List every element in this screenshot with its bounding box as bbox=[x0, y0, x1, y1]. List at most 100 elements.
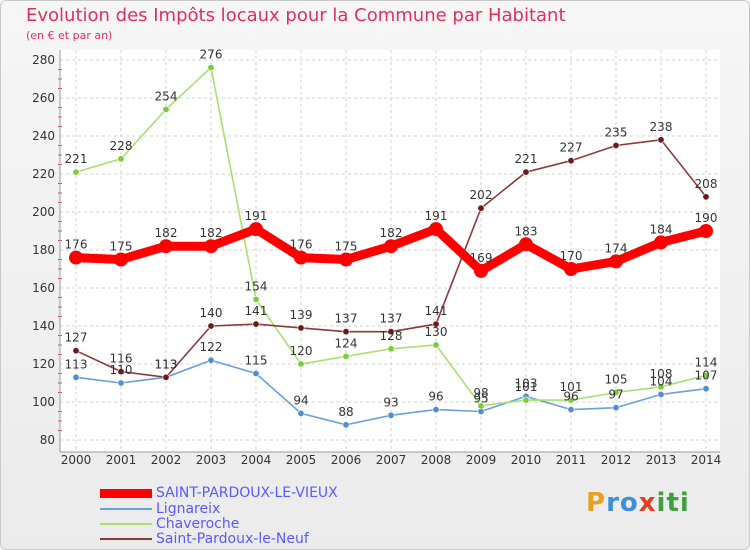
x-tick-label: 2007 bbox=[376, 453, 407, 467]
data-label-saint-pardoux-le-neuf: 113 bbox=[155, 357, 178, 371]
data-label-lignareix: 122 bbox=[200, 340, 223, 354]
data-point-saint-pardoux-le-vieux bbox=[114, 252, 128, 267]
data-label-saint-pardoux-le-neuf: 139 bbox=[290, 308, 313, 322]
legend-item-saint-pardoux-le-neuf: Saint-Pardoux-le-Neuf bbox=[100, 531, 309, 547]
data-point-saint-pardoux-le-vieux bbox=[609, 254, 623, 269]
data-label-saint-pardoux-le-vieux: 182 bbox=[380, 226, 403, 240]
data-label-chaveroche: 105 bbox=[605, 373, 628, 387]
proxiti-logo: Proxiti bbox=[586, 488, 690, 518]
data-label-chaveroche: 101 bbox=[560, 380, 583, 394]
data-point-chaveroche bbox=[207, 64, 215, 72]
data-point-lignareix bbox=[387, 411, 395, 419]
data-label-lignareix: 113 bbox=[155, 357, 178, 371]
data-label-saint-pardoux-le-neuf: 116 bbox=[110, 352, 133, 366]
logo-letter: o bbox=[619, 488, 639, 518]
data-label-saint-pardoux-le-vieux: 191 bbox=[425, 209, 448, 223]
x-tick-label: 2001 bbox=[106, 453, 137, 467]
y-tick-label: 180 bbox=[32, 243, 55, 257]
data-point-saint-pardoux-le-vieux bbox=[294, 250, 308, 265]
data-point-saint-pardoux-le-neuf bbox=[657, 136, 665, 144]
legend-label: Chaveroche bbox=[156, 516, 240, 532]
data-label-chaveroche: 228 bbox=[110, 139, 133, 153]
data-point-lignareix bbox=[297, 409, 305, 417]
data-label-chaveroche: 154 bbox=[245, 279, 268, 293]
data-point-saint-pardoux-le-vieux bbox=[69, 250, 83, 265]
data-point-saint-pardoux-le-neuf bbox=[162, 373, 170, 381]
data-label-saint-pardoux-le-neuf: 141 bbox=[425, 304, 448, 318]
data-point-saint-pardoux-le-vieux bbox=[654, 235, 668, 250]
data-point-lignareix bbox=[612, 404, 620, 412]
data-label-saint-pardoux-le-neuf: 127 bbox=[65, 331, 88, 345]
data-label-lignareix: 88 bbox=[338, 405, 353, 419]
data-label-chaveroche: 114 bbox=[695, 355, 718, 369]
data-point-saint-pardoux-le-neuf bbox=[72, 347, 80, 355]
x-tick-label: 2014 bbox=[691, 453, 722, 467]
data-point-saint-pardoux-le-neuf bbox=[702, 193, 710, 201]
legend-swatch bbox=[100, 523, 152, 525]
data-label-saint-pardoux-le-vieux: 191 bbox=[245, 209, 268, 223]
data-point-lignareix bbox=[72, 373, 80, 381]
y-tick-label: 240 bbox=[32, 129, 55, 143]
data-label-lignareix: 113 bbox=[65, 357, 88, 371]
data-point-chaveroche bbox=[342, 352, 350, 360]
data-label-saint-pardoux-le-neuf: 221 bbox=[515, 152, 538, 166]
x-tick-label: 2005 bbox=[286, 453, 317, 467]
data-label-saint-pardoux-le-neuf: 140 bbox=[200, 306, 223, 320]
data-label-saint-pardoux-le-neuf: 235 bbox=[605, 126, 628, 140]
data-point-chaveroche bbox=[387, 345, 395, 353]
chart-title: Evolution des Impôts locaux pour la Comm… bbox=[26, 5, 566, 26]
data-label-chaveroche: 124 bbox=[335, 336, 358, 350]
x-tick-label: 2000 bbox=[61, 453, 92, 467]
data-label-saint-pardoux-le-neuf: 227 bbox=[560, 141, 583, 155]
data-label-saint-pardoux-le-neuf: 202 bbox=[470, 188, 493, 202]
logo-letter: P bbox=[586, 488, 607, 518]
data-point-chaveroche bbox=[252, 295, 260, 303]
data-point-saint-pardoux-le-vieux bbox=[159, 239, 173, 254]
data-label-chaveroche: 130 bbox=[425, 325, 448, 339]
legend-label: Lignareix bbox=[156, 501, 221, 517]
data-point-saint-pardoux-le-neuf bbox=[342, 328, 350, 336]
x-tick-label: 2008 bbox=[421, 453, 452, 467]
data-point-chaveroche bbox=[522, 396, 530, 404]
y-tick-label: 260 bbox=[32, 91, 55, 105]
logo-letter: t bbox=[666, 488, 680, 518]
data-point-saint-pardoux-le-vieux bbox=[474, 263, 488, 278]
data-label-saint-pardoux-le-vieux: 174 bbox=[605, 241, 628, 255]
data-point-saint-pardoux-le-neuf bbox=[477, 204, 485, 212]
data-point-saint-pardoux-le-neuf bbox=[387, 328, 395, 336]
legend-swatch bbox=[100, 538, 152, 540]
y-tick-label: 200 bbox=[32, 205, 55, 219]
data-label-saint-pardoux-le-vieux: 183 bbox=[515, 224, 538, 238]
data-label-saint-pardoux-le-vieux: 184 bbox=[650, 222, 673, 236]
data-label-saint-pardoux-le-neuf: 208 bbox=[695, 177, 718, 191]
data-label-lignareix: 115 bbox=[245, 354, 268, 368]
data-point-saint-pardoux-le-vieux bbox=[249, 222, 263, 237]
legend-label: Saint-Pardoux-le-Neuf bbox=[156, 531, 309, 547]
y-tick-label: 80 bbox=[40, 433, 55, 447]
x-tick-label: 2011 bbox=[556, 453, 587, 467]
data-label-saint-pardoux-le-vieux: 182 bbox=[155, 226, 178, 240]
y-tick-label: 120 bbox=[32, 357, 55, 371]
data-point-saint-pardoux-le-vieux bbox=[699, 224, 713, 238]
data-label-saint-pardoux-le-vieux: 175 bbox=[110, 240, 133, 254]
data-label-saint-pardoux-le-vieux: 182 bbox=[200, 226, 223, 240]
x-tick-label: 2010 bbox=[511, 453, 542, 467]
data-label-lignareix: 97 bbox=[608, 388, 623, 402]
x-tick-label: 2009 bbox=[466, 453, 497, 467]
data-point-lignareix bbox=[117, 379, 125, 387]
data-point-saint-pardoux-le-neuf bbox=[612, 142, 620, 150]
data-label-chaveroche: 221 bbox=[65, 152, 88, 166]
data-label-saint-pardoux-le-vieux: 170 bbox=[560, 249, 583, 263]
data-label-chaveroche: 254 bbox=[155, 89, 178, 103]
data-point-saint-pardoux-le-vieux bbox=[204, 239, 218, 254]
data-point-lignareix bbox=[567, 406, 575, 414]
legend-item-lignareix: Lignareix bbox=[100, 501, 221, 517]
data-point-saint-pardoux-le-neuf bbox=[207, 322, 215, 330]
data-point-saint-pardoux-le-neuf bbox=[522, 168, 530, 176]
data-point-saint-pardoux-le-vieux bbox=[384, 239, 398, 254]
data-point-saint-pardoux-le-neuf bbox=[297, 324, 305, 332]
data-label-lignareix: 110 bbox=[110, 363, 133, 377]
x-tick-label: 2012 bbox=[601, 453, 632, 467]
data-point-chaveroche bbox=[702, 371, 710, 379]
